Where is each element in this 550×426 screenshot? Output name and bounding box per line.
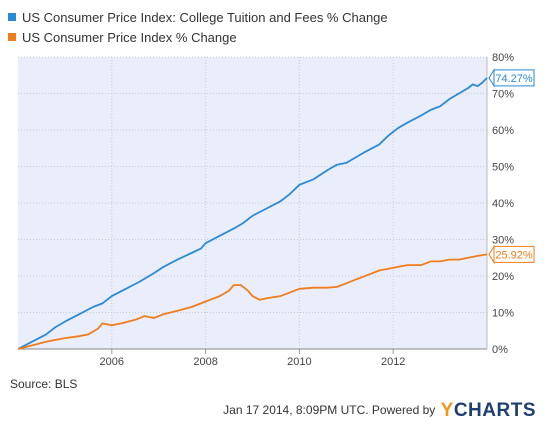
timestamp: Jan 17 2014, 8:09PM UTC. — [223, 403, 369, 417]
end-label-0: 74.27% — [495, 73, 533, 85]
y-tick-label: 50% — [492, 162, 514, 174]
end-label-box-1 — [493, 245, 535, 263]
powered-by-label: Powered by — [371, 403, 436, 417]
x-tick-label: 2012 — [381, 356, 405, 368]
x-tick-label: 2010 — [287, 356, 311, 368]
legend-label-0: US Consumer Price Index: College Tuition… — [22, 10, 388, 25]
legend-swatch-0 — [8, 13, 16, 21]
legend-swatch-1 — [8, 33, 16, 41]
x-tick-label: 2006 — [100, 356, 124, 368]
y-tick-label: 20% — [492, 271, 514, 283]
ycharts-logo-y: Y — [440, 400, 454, 421]
ycharts-logo-text: CHARTS — [453, 400, 536, 421]
end-label-pointer-1 — [488, 244, 495, 265]
y-tick-label: 60% — [492, 125, 514, 137]
y-tick-label: 0% — [492, 344, 508, 356]
y-tick-label: 10% — [492, 308, 514, 320]
footer: Jan 17 2014, 8:09PM UTC. Powered by YCHA… — [223, 400, 536, 422]
source-note: Source: BLS — [10, 377, 78, 391]
series-line-1 — [17, 253, 488, 350]
end-label-1: 25.92% — [495, 249, 533, 261]
y-tick-label: 30% — [492, 235, 514, 247]
y-tick-label: 80% — [492, 52, 514, 64]
legend-label-1: US Consumer Price Index % Change — [22, 30, 237, 45]
x-tick-label: 2008 — [193, 356, 217, 368]
legend-item-series-0[interactable]: US Consumer Price Index: College Tuition… — [8, 8, 388, 28]
ycharts-logo[interactable]: YCHARTS — [441, 400, 536, 421]
y-tick-label: 70% — [492, 89, 514, 101]
y-tick-label: 40% — [492, 198, 514, 210]
legend-item-series-1[interactable]: US Consumer Price Index % Change — [8, 28, 388, 48]
end-label-box-0 — [493, 69, 535, 87]
series-line-0 — [17, 77, 488, 350]
end-label-pointer-0 — [488, 68, 495, 88]
chart-legend: US Consumer Price Index: College Tuition… — [8, 8, 388, 48]
